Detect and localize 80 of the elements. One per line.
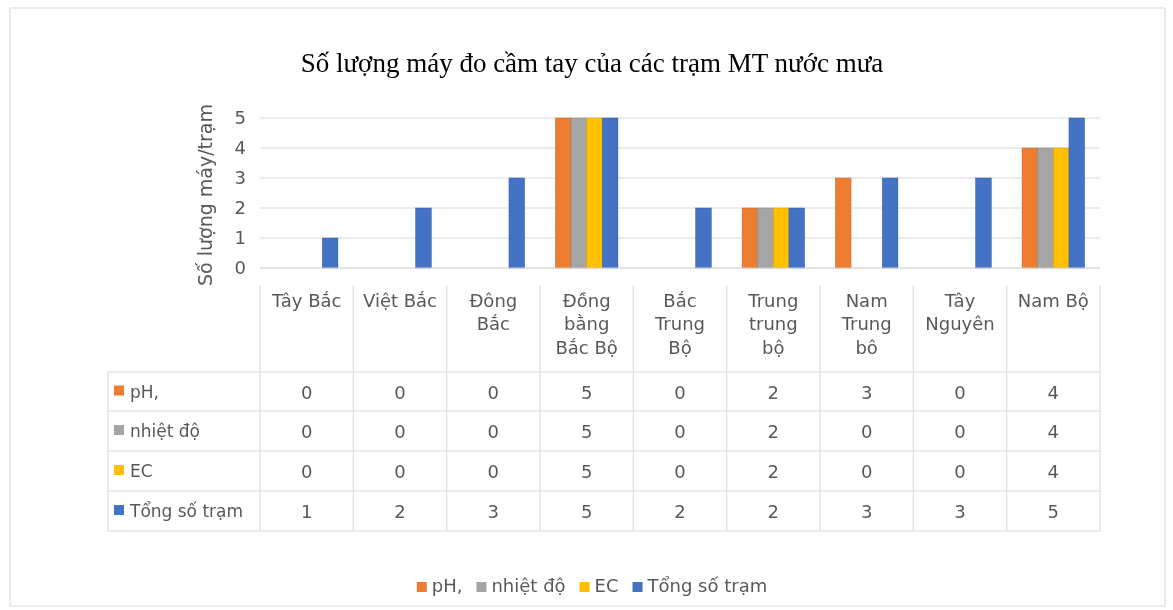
bar — [741, 207, 758, 269]
bar — [1037, 147, 1054, 269]
data-label: 0 — [860, 421, 873, 442]
y-tick-label: 5 — [234, 107, 246, 129]
bar — [415, 207, 432, 269]
data-label: 0 — [300, 421, 313, 442]
legend-label: EC — [594, 575, 619, 596]
data-label: 2 — [767, 461, 780, 482]
data-label: 5 — [580, 461, 593, 482]
legend-label: pH, — [431, 575, 463, 596]
bar — [322, 237, 339, 269]
y-tick-label: 0 — [234, 257, 246, 279]
data-label: 2 — [674, 501, 686, 522]
data-label: 0 — [954, 461, 966, 482]
legend-label: Tổng số trạm — [129, 501, 244, 521]
bar — [570, 117, 587, 269]
y-tick-label: 1 — [234, 227, 246, 249]
bar — [602, 117, 619, 269]
text: nhiệt độ — [130, 421, 200, 441]
bar — [788, 207, 805, 269]
data-label: 2 — [767, 421, 780, 442]
data-label: 0 — [674, 421, 686, 442]
data-label: 0 — [487, 421, 500, 442]
x-tick-label: Nam Bộ — [1017, 290, 1089, 311]
data-label: 0 — [300, 381, 313, 403]
data-label: 3 — [860, 381, 873, 403]
y-tick-label: 3 — [234, 167, 246, 189]
bar — [1068, 117, 1085, 269]
data-label: 5 — [1047, 501, 1060, 522]
y-tick-label: 2 — [234, 197, 246, 219]
data-label: 5 — [580, 421, 593, 442]
data-label: 0 — [954, 381, 966, 403]
text: Tổng số trạm — [647, 575, 768, 596]
data-label: 5 — [580, 381, 593, 403]
x-tick-label: Bắc Trung Bộ — [654, 290, 705, 358]
data-label: 4 — [1047, 421, 1060, 442]
y-axis-title: Số lượng máy/trạm — [194, 103, 216, 287]
bar — [555, 117, 572, 269]
data-label: 0 — [394, 421, 406, 442]
chart-title: Số lượng máy đo cầm tay của các trạm MT nước mưa — [300, 48, 884, 78]
data-label: 1 — [300, 501, 313, 522]
text: EC — [130, 461, 153, 481]
data-label: 3 — [860, 501, 873, 522]
data-label: 2 — [394, 501, 406, 522]
bar — [882, 177, 899, 269]
data-label: 5 — [580, 501, 593, 522]
bar — [695, 207, 712, 269]
data-label: 0 — [674, 381, 686, 403]
data-label: 0 — [487, 381, 500, 403]
bar — [508, 177, 525, 269]
bar — [757, 207, 774, 269]
x-tick-label: Tây Nguyên — [925, 290, 995, 335]
data-label: 0 — [954, 421, 966, 442]
x-tick-label: Đồng bằng Bắc Bộ — [555, 290, 618, 358]
bar — [1021, 147, 1038, 269]
data-label: 2 — [767, 501, 780, 522]
data-label: 3 — [954, 501, 966, 522]
data-label: 4 — [1047, 461, 1060, 482]
data-label: 0 — [860, 461, 873, 482]
x-tick-label: Tây Bắc — [270, 290, 342, 311]
x-tick-label: Nam Trung bô — [840, 290, 892, 358]
data-label: 0 — [394, 381, 406, 403]
x-tick-label: Việt Bắc — [362, 290, 438, 311]
bar — [835, 177, 852, 269]
data-label: 0 — [674, 461, 686, 482]
x-tick-label: Trung trung bộ — [747, 290, 799, 358]
bar — [773, 207, 790, 269]
x-tick-label: Đông Bắc — [469, 290, 518, 335]
data-label: 0 — [394, 461, 406, 482]
text: pH, — [130, 381, 159, 402]
data-label: 2 — [767, 381, 780, 403]
y-tick-label: 4 — [234, 137, 246, 159]
bar — [586, 117, 603, 269]
data-label: 3 — [487, 501, 500, 522]
data-label: 0 — [300, 461, 313, 482]
bar — [975, 177, 992, 269]
data-label: 0 — [487, 461, 500, 482]
data-label: 4 — [1047, 381, 1060, 403]
legend-label: nhiệt độ — [491, 575, 566, 596]
bar — [1053, 147, 1070, 269]
